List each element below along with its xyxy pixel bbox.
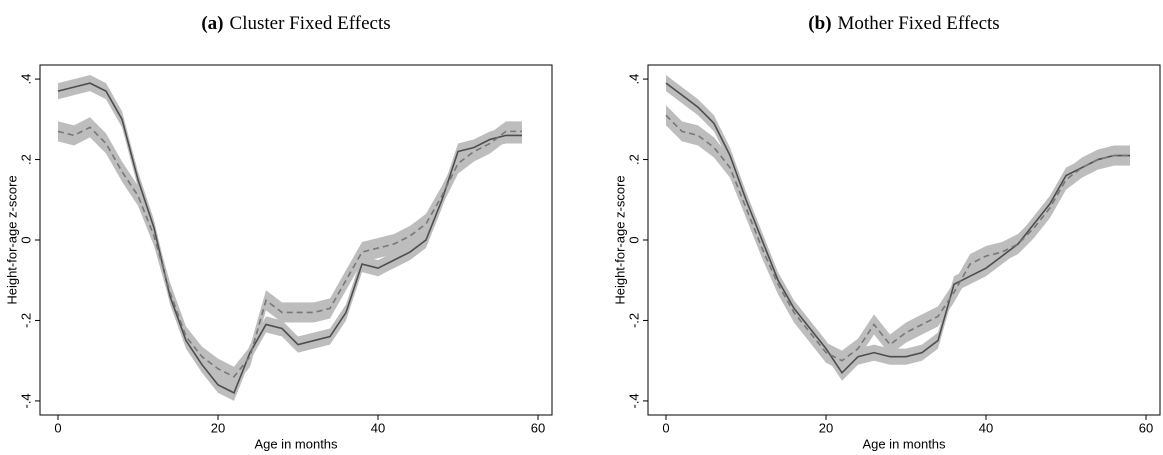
y-tick-label: .4	[18, 74, 33, 85]
series-line	[57, 82, 522, 394]
x-tick-label: 0	[662, 420, 669, 435]
x-tick-label: 0	[54, 420, 61, 435]
y-tick-label: .4	[626, 74, 641, 85]
panel-title: (a) Cluster Fixed Effects	[201, 13, 390, 34]
panel: (b) Mother Fixed Effects 0 20 40 60 -.4 -.2 0 .2.…	[612, 13, 1161, 451]
y-tick-label: -.2	[626, 313, 641, 328]
panel-title-text: Cluster Fixed Effects	[230, 13, 391, 34]
x-tick-label: 60	[531, 420, 545, 435]
y-tick-label: 0	[18, 236, 33, 243]
x-axis-label: Age in months	[862, 436, 946, 451]
series-line	[665, 82, 1130, 375]
panel: (a) Cluster Fixed Effects 0 20 40 60 -.4 -.2 0 .2…	[4, 13, 553, 451]
x-tick-label: 40	[979, 420, 993, 435]
series-line	[665, 114, 1130, 362]
panel-title-text: Mother Fixed Effects	[838, 13, 1000, 34]
panel-title: (b) Mother Fixed Effects	[808, 13, 999, 34]
y-axis-label: Height-for-age z-score	[612, 175, 627, 304]
y-tick-label: -.2	[18, 313, 33, 328]
confidence-band	[666, 105, 1130, 371]
x-tick-label: 40	[371, 420, 385, 435]
series-line	[57, 126, 522, 378]
x-tick-label: 60	[1139, 420, 1153, 435]
y-tick-label: -.4	[626, 393, 641, 408]
y-tick-label: .2	[18, 154, 33, 165]
confidence-band	[58, 117, 522, 387]
x-tick-label: 20	[819, 420, 833, 435]
x-axis-label: Age in months	[254, 436, 338, 451]
y-axis-label: Height-for-age z-score	[4, 175, 19, 304]
x-tick-label: 20	[211, 420, 225, 435]
y-tick-label: 0	[626, 236, 641, 243]
confidence-band	[58, 75, 522, 401]
y-tick-label: .2	[626, 154, 641, 165]
panel-label: (b)	[808, 13, 831, 34]
y-tick-label: -.4	[18, 393, 33, 408]
panel-label: (a)	[201, 13, 223, 34]
